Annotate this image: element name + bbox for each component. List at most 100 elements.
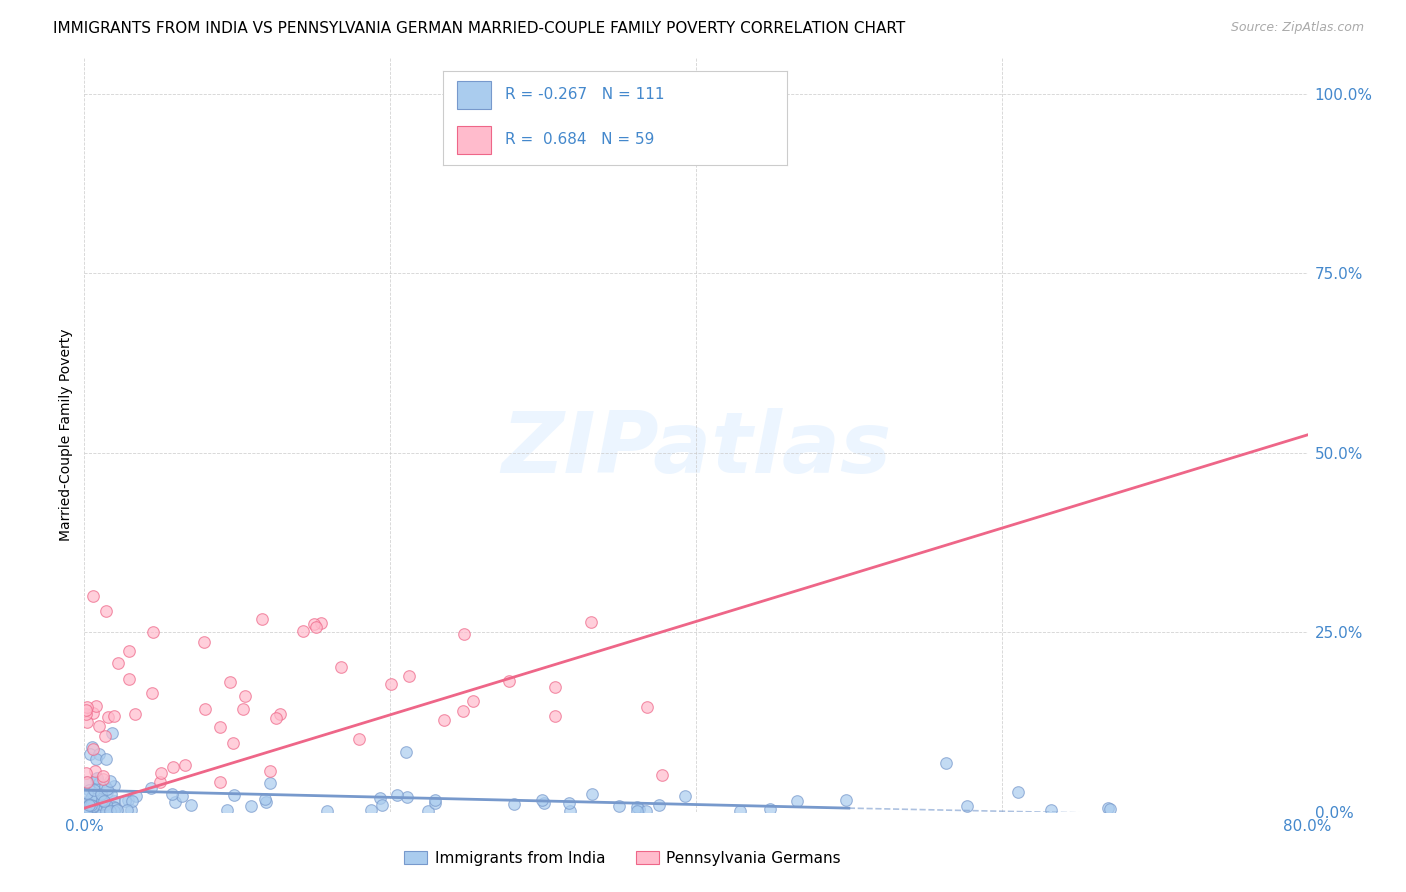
Point (80, 740, 103, 755)
Point (82, 800, 104, 814)
Point (463, 694, 485, 708)
Point (125, 789, 148, 803)
Point (531, 793, 554, 807)
Point (149, 774, 172, 789)
Point (80, 798, 103, 813)
Point (79, 747, 101, 762)
Point (139, 781, 162, 796)
Point (103, 804, 125, 818)
Point (87, 719, 110, 733)
Point (97, 710, 120, 724)
Point (628, 802, 651, 816)
Point (163, 795, 186, 809)
Point (79, 797, 101, 811)
Point (786, 794, 808, 808)
Point (84, 751, 107, 765)
Point (90, 798, 112, 813)
Point (76, 775, 98, 789)
Point (380, 677, 402, 691)
Point (253, 791, 276, 805)
Point (759, 802, 782, 816)
Point (86, 790, 108, 805)
Point (96, 782, 118, 797)
Point (90, 788, 112, 802)
Point (84, 699, 107, 714)
Point (82, 742, 104, 756)
Point (80, 790, 103, 805)
Point (581, 615, 603, 629)
Point (395, 790, 418, 805)
Point (423, 797, 446, 811)
Point (239, 799, 262, 814)
Point (558, 804, 581, 818)
Bar (457, 81, 491, 109)
Point (418, 804, 440, 818)
Point (94, 804, 117, 818)
Point (292, 624, 315, 639)
Text: R =  0.684   N = 59: R = 0.684 N = 59 (505, 132, 654, 147)
Point (107, 803, 129, 817)
Point (82, 797, 104, 812)
Point (103, 779, 125, 793)
Point (89, 776, 111, 790)
Point (86, 793, 108, 807)
Point (76, 786, 98, 800)
Point (194, 702, 217, 716)
Point (162, 760, 184, 774)
Point (117, 793, 139, 807)
Point (544, 708, 567, 723)
Point (93, 780, 115, 794)
Point (103, 709, 125, 723)
Point (329, 659, 352, 673)
Point (82, 795, 104, 809)
Point (180, 797, 202, 812)
Point (90, 797, 112, 812)
Point (1097, 800, 1119, 814)
Point (79, 797, 101, 812)
Point (89, 797, 111, 811)
Point (91, 799, 114, 814)
Point (124, 707, 146, 722)
Point (425, 793, 447, 807)
Y-axis label: Married-Couple Family Poverty: Married-Couple Family Poverty (59, 328, 73, 541)
Point (86, 771, 108, 785)
Point (232, 701, 254, 715)
Point (634, 804, 657, 818)
Point (304, 616, 326, 631)
Point (104, 801, 127, 815)
Point (96, 802, 118, 816)
Point (502, 797, 524, 811)
Point (453, 627, 475, 641)
Point (98, 773, 121, 788)
Point (651, 768, 673, 782)
Point (371, 797, 394, 812)
Point (94, 604, 117, 618)
Point (86, 804, 108, 818)
Point (77, 794, 100, 808)
Point (395, 745, 418, 759)
Point (89, 747, 111, 762)
Point (533, 796, 555, 810)
Point (86, 794, 108, 808)
Point (498, 674, 520, 689)
Point (174, 758, 197, 772)
Point (114, 794, 136, 808)
Point (76, 700, 98, 714)
Point (259, 764, 281, 779)
Point (93, 772, 115, 787)
Point (82, 590, 104, 604)
Point (955, 798, 977, 813)
Point (93, 729, 115, 743)
Point (160, 787, 183, 801)
Point (75, 703, 97, 717)
Point (75, 774, 97, 789)
Point (254, 795, 277, 809)
Point (91, 769, 114, 783)
Point (626, 799, 648, 814)
Point (626, 804, 648, 818)
Point (451, 705, 474, 719)
Point (250, 612, 273, 626)
Point (96, 785, 118, 799)
Point (398, 668, 420, 682)
Point (259, 776, 281, 790)
